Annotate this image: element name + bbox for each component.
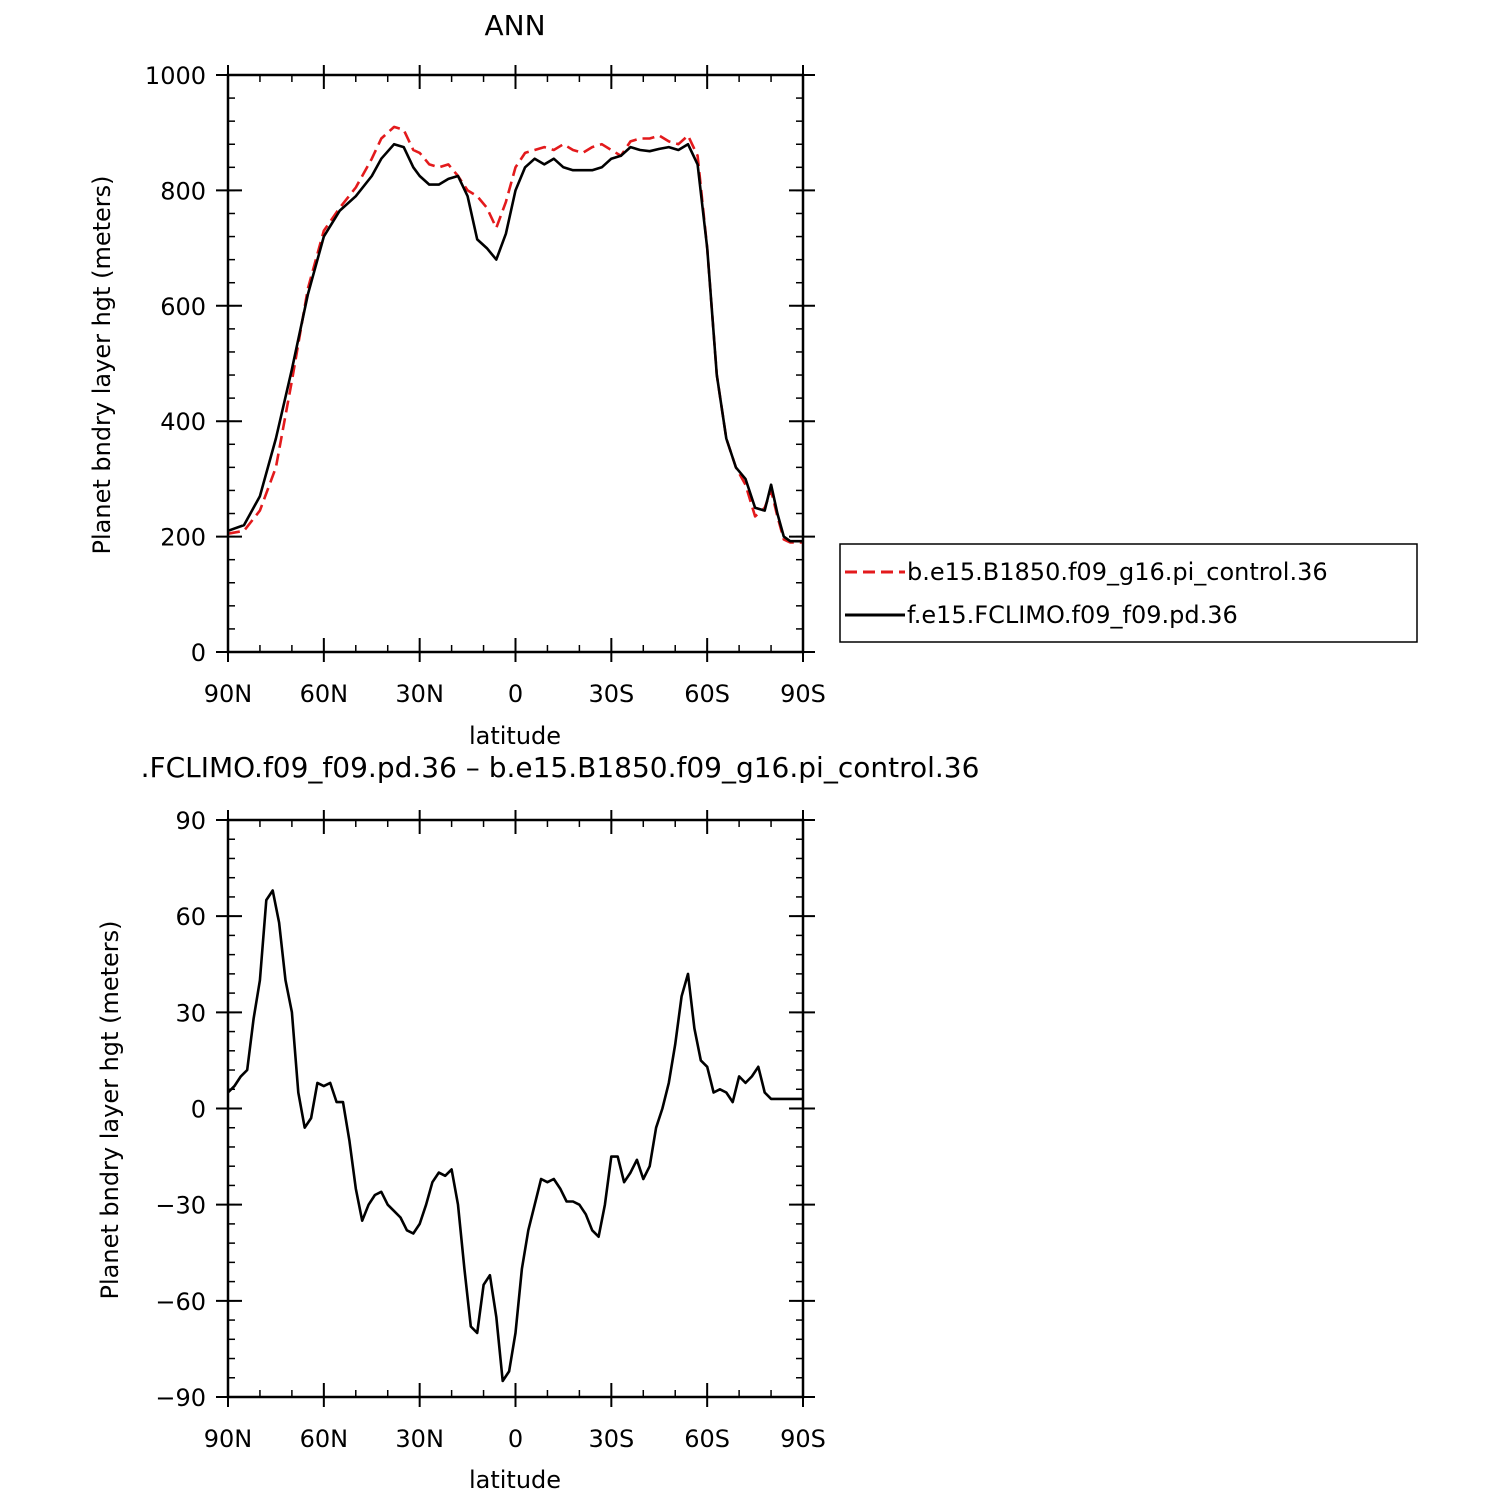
bottom-plot-frame	[226, 818, 805, 1399]
top-axis-ticks: 90N 60N 30N 0 30S 60S 90S 0 200 400 600 800 1000	[145, 62, 826, 708]
x-tick-label: 90S	[780, 680, 826, 708]
legend-box	[839, 543, 1418, 643]
series-line-1-0	[227, 889, 803, 1383]
x-tick-label: 90N	[204, 1425, 253, 1453]
y-tick-label: 600	[160, 293, 206, 321]
x-tick-label: 30S	[588, 680, 634, 708]
x-tick-label: 90N	[204, 680, 253, 708]
y-tick-label: −90	[155, 1384, 206, 1412]
y-tick-label: 200	[160, 524, 206, 552]
x-tick-label: 90S	[780, 1425, 826, 1453]
x-tick-label: 60N	[300, 680, 349, 708]
top-chart-title: ANN	[484, 9, 545, 42]
bottom-axis-ticks: 90N 60N 30N 0 30S 60S 90S −90 −60 −30 0 30 60 90	[155, 807, 826, 1453]
y-tick-label: 800	[160, 177, 206, 205]
y-tick-label: −60	[155, 1288, 206, 1316]
x-tick-label: 0	[508, 1425, 523, 1453]
y-tick-label: 1000	[145, 62, 206, 90]
legend-label-pi-control: b.e15.B1850.f09_g16.pi_control.36	[907, 558, 1328, 586]
y-tick-label: 0	[191, 1096, 206, 1124]
x-tick-label: 30S	[588, 1425, 634, 1453]
bottom-panel: .FCLIMO.f09_f09.pd.36 – b.e15.B1850.f09_…	[96, 751, 979, 1494]
top-plot-frame	[226, 73, 805, 654]
x-tick-label: 60S	[684, 1425, 730, 1453]
series-line-0-1	[227, 142, 803, 543]
legend-label-fclimo: f.e15.FCLIMO.f09_f09.pd.36	[907, 601, 1238, 629]
x-tick-label: 30N	[395, 680, 444, 708]
top-series-lines	[227, 125, 803, 544]
bottom-y-axis-label: Planet bndry layer hgt (meters)	[96, 921, 124, 1300]
y-tick-label: 30	[175, 999, 206, 1027]
top-y-axis-label: Planet bndry layer hgt (meters)	[88, 176, 116, 555]
x-tick-label: 0	[508, 680, 523, 708]
y-tick-label: 400	[160, 408, 206, 436]
x-tick-label: 30N	[395, 1425, 444, 1453]
bottom-series-lines	[227, 889, 803, 1383]
y-tick-label: 60	[175, 903, 206, 931]
y-tick-label: −30	[155, 1192, 206, 1220]
y-tick-label: 90	[175, 807, 206, 835]
x-tick-label: 60S	[684, 680, 730, 708]
x-tick-label: 60N	[300, 1425, 349, 1453]
bottom-x-axis-label: latitude	[469, 1466, 561, 1494]
y-tick-label: 0	[191, 639, 206, 667]
bottom-chart-title: .FCLIMO.f09_f09.pd.36 – b.e15.B1850.f09_…	[141, 751, 980, 784]
legend: b.e15.B1850.f09_g16.pi_control.36 f.e15.…	[839, 543, 1418, 643]
top-panel: ANN Planet bndry layer hgt (meters) lati…	[88, 9, 826, 750]
top-x-axis-label: latitude	[469, 722, 561, 750]
